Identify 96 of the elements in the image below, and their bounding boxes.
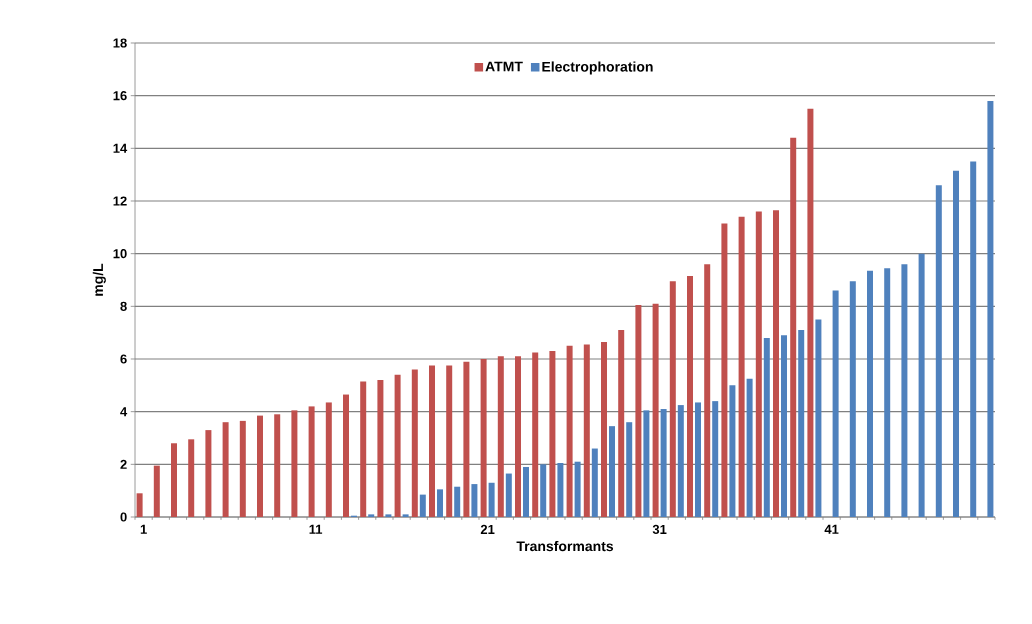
- bar: [790, 137, 797, 517]
- bar: [781, 335, 787, 517]
- y-tick-label: 4: [120, 407, 128, 417]
- bar: [532, 352, 539, 517]
- x-tick-label: 11: [309, 524, 323, 534]
- bar: [222, 422, 229, 517]
- bar: [970, 161, 977, 517]
- bar: [609, 426, 616, 517]
- bar: [325, 402, 332, 517]
- bar: [394, 374, 401, 517]
- x-axis-title: Transformants: [516, 540, 614, 552]
- y-tick-label: 0: [120, 512, 127, 522]
- bar: [257, 415, 263, 517]
- bar: [987, 100, 994, 517]
- bar: [815, 319, 822, 517]
- bar: [763, 337, 770, 517]
- bar: [454, 486, 461, 517]
- bar: [308, 406, 315, 517]
- bar: [807, 108, 814, 517]
- bar: [566, 345, 573, 517]
- bar: [471, 484, 478, 517]
- bar: [540, 464, 547, 517]
- bar: [704, 264, 711, 517]
- bar: [738, 216, 745, 517]
- bar: [669, 281, 676, 517]
- bar: [488, 482, 495, 517]
- bar: [652, 303, 659, 517]
- bar: [687, 276, 693, 517]
- bar: [463, 361, 470, 517]
- bar: [343, 394, 350, 517]
- bar: [712, 401, 719, 517]
- x-tick-label: 21: [480, 524, 495, 534]
- bar: [729, 385, 736, 517]
- bar: [368, 514, 375, 517]
- y-tick-label: 6: [120, 354, 127, 364]
- bar: [402, 514, 409, 517]
- y-tick-label: 8: [120, 301, 127, 311]
- bar: [360, 381, 367, 517]
- bar: [832, 290, 839, 517]
- bar: [677, 405, 684, 517]
- x-tick-label: 1: [140, 524, 147, 534]
- legend-label: Electrophoration: [542, 61, 653, 75]
- bar: [515, 356, 522, 517]
- bar: [480, 359, 487, 517]
- bar: [635, 305, 642, 517]
- bar: [660, 409, 667, 517]
- legend-label: ATMT: [485, 61, 523, 72]
- bar: [695, 402, 702, 517]
- x-tick-label: 41: [824, 524, 839, 534]
- bar: [497, 356, 504, 517]
- bar: [798, 330, 805, 517]
- bar: [918, 253, 925, 517]
- bar: [429, 365, 436, 517]
- y-tick-label: 2: [120, 459, 127, 469]
- bar: [446, 365, 453, 517]
- bar: [411, 369, 418, 517]
- bar: [291, 410, 298, 517]
- bar: [557, 463, 564, 517]
- bar: [746, 378, 753, 517]
- bar: [953, 170, 960, 517]
- bar: [274, 414, 281, 517]
- bar: [239, 420, 246, 517]
- y-tick-label: 10: [113, 249, 127, 259]
- y-axis-title: mg/L: [92, 263, 106, 296]
- bar: [153, 465, 160, 517]
- bar: [188, 439, 195, 517]
- bar: [721, 223, 728, 517]
- bar: [867, 270, 874, 517]
- bar: [601, 341, 607, 517]
- bar: [935, 185, 942, 517]
- bar: [523, 466, 530, 517]
- bar: [136, 493, 143, 517]
- bar: [591, 448, 598, 517]
- bar: [618, 330, 625, 517]
- bar: [574, 461, 581, 517]
- bar: [643, 410, 650, 517]
- bar: [385, 514, 392, 517]
- bar: [205, 430, 212, 517]
- bar: [773, 210, 780, 517]
- bar: [419, 494, 426, 517]
- y-tick-label: 14: [113, 143, 128, 153]
- y-tick-label: 12: [113, 196, 127, 206]
- bar: [583, 344, 590, 517]
- bar: [626, 422, 633, 517]
- bar: [505, 473, 512, 517]
- bar: [549, 351, 556, 517]
- x-tick-label: 31: [652, 524, 667, 535]
- bar: [884, 268, 891, 517]
- bar: [849, 281, 856, 517]
- bar: [377, 380, 384, 517]
- y-tick-label: 16: [113, 91, 127, 101]
- bar: [437, 489, 444, 517]
- bar: [755, 211, 762, 517]
- bar: [171, 443, 177, 517]
- y-tick-label: 18: [113, 38, 127, 48]
- bar: [901, 264, 908, 517]
